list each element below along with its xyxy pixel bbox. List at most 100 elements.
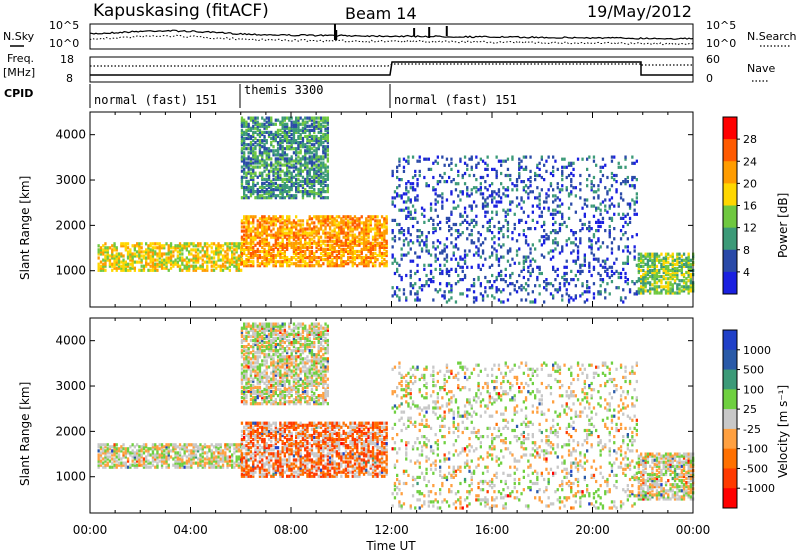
panel-cell bbox=[644, 275, 647, 279]
panel-cell bbox=[414, 298, 417, 302]
panel-cell bbox=[286, 153, 289, 157]
panel-cell bbox=[286, 183, 289, 188]
panel-cell bbox=[261, 227, 264, 231]
panel-cell bbox=[279, 225, 282, 229]
panel-cell bbox=[349, 247, 352, 251]
panel-cell bbox=[425, 239, 428, 243]
panel-cell bbox=[299, 227, 302, 231]
panel-cell bbox=[567, 216, 571, 220]
panel-cell bbox=[263, 143, 266, 147]
panel-cell bbox=[317, 124, 320, 128]
panel-cell bbox=[295, 165, 298, 169]
panel-cell bbox=[558, 190, 562, 194]
panel-cell bbox=[475, 165, 478, 169]
panel-cell bbox=[319, 188, 323, 192]
freq-unit-label: [MHz] bbox=[3, 66, 35, 79]
panel-cell bbox=[484, 286, 487, 290]
panel-cell bbox=[317, 219, 320, 223]
panel-cell bbox=[281, 124, 284, 128]
panel-cell bbox=[252, 183, 255, 188]
panel-cell bbox=[506, 249, 510, 253]
panel-cell bbox=[376, 227, 379, 231]
panel-cell bbox=[445, 216, 449, 220]
panel-cell bbox=[263, 196, 266, 200]
panel-cell bbox=[181, 447, 184, 451]
panel-cell bbox=[362, 231, 366, 235]
panel-cell bbox=[243, 136, 246, 141]
panel-cell bbox=[586, 157, 589, 161]
panel-cell bbox=[637, 252, 640, 256]
panel-cell bbox=[108, 455, 112, 459]
panel-cell bbox=[288, 145, 291, 149]
panel-cell bbox=[237, 461, 240, 465]
panel-cell bbox=[306, 221, 309, 225]
panel-cell bbox=[335, 243, 338, 247]
panel-cell bbox=[333, 217, 336, 221]
panel-cell bbox=[463, 161, 467, 165]
panel-cell bbox=[165, 459, 168, 463]
panel-cell bbox=[322, 219, 325, 223]
panel-cell bbox=[673, 273, 677, 277]
panel-cell bbox=[272, 122, 275, 126]
panel-cell bbox=[126, 254, 130, 258]
panel-cell bbox=[315, 134, 318, 139]
date-title: 19/May/2012 bbox=[587, 2, 692, 21]
panel-cell bbox=[176, 463, 179, 467]
panel-cell bbox=[313, 171, 316, 175]
panel-cell bbox=[252, 190, 255, 194]
panel-cell bbox=[160, 457, 164, 461]
panel-cell bbox=[99, 461, 103, 465]
panel-cell bbox=[228, 262, 231, 266]
panel-cell bbox=[263, 190, 266, 194]
panel-cell bbox=[115, 268, 118, 272]
panel-cell bbox=[281, 183, 284, 188]
panel-cell bbox=[322, 221, 325, 225]
panel-cell bbox=[662, 266, 665, 271]
panel-cell bbox=[495, 255, 498, 259]
panel-cell bbox=[201, 246, 204, 250]
panel-cell bbox=[115, 262, 118, 266]
panel-cell bbox=[249, 215, 253, 219]
panel-cell bbox=[288, 243, 291, 247]
panel-cell bbox=[576, 257, 580, 261]
panel-cell bbox=[276, 243, 280, 247]
panel-cell bbox=[145, 256, 148, 260]
panel-cell bbox=[448, 229, 451, 233]
panel-cell bbox=[439, 220, 442, 224]
panel-cell bbox=[252, 171, 255, 175]
panel-cell bbox=[432, 231, 435, 235]
panel-cell bbox=[416, 194, 419, 198]
panel-cell bbox=[604, 186, 607, 190]
panel-cell bbox=[160, 258, 164, 262]
panel-cell bbox=[267, 225, 271, 229]
panel-cell bbox=[622, 216, 625, 220]
panel-cell bbox=[258, 185, 262, 190]
panel-cell bbox=[192, 264, 195, 268]
panel-cell bbox=[353, 219, 357, 223]
panel-cell bbox=[322, 116, 325, 120]
panel-cell bbox=[531, 243, 534, 247]
panel-cell bbox=[644, 289, 647, 293]
panel-cell bbox=[279, 264, 282, 268]
panel-cell bbox=[163, 266, 166, 270]
panel-cell bbox=[626, 282, 629, 286]
panel-cell bbox=[653, 258, 656, 262]
panel-cell bbox=[249, 147, 253, 151]
panel-cell bbox=[567, 173, 571, 178]
panel-cell bbox=[459, 212, 462, 216]
panel-cell bbox=[281, 260, 284, 264]
panel-cell bbox=[174, 459, 177, 463]
panel-cell bbox=[322, 120, 325, 124]
panel-cell bbox=[151, 258, 155, 262]
panel-cell bbox=[292, 225, 296, 229]
panel-cell bbox=[228, 264, 231, 268]
panel-cell bbox=[599, 212, 602, 216]
panel-cell bbox=[342, 215, 345, 219]
panel-cell bbox=[597, 257, 600, 261]
panel-cell bbox=[383, 247, 386, 251]
panel-cell bbox=[511, 282, 514, 286]
panel-cell bbox=[383, 264, 386, 268]
panel-cell bbox=[486, 229, 489, 233]
panel-cell bbox=[295, 225, 298, 229]
panel-cell bbox=[376, 253, 379, 258]
